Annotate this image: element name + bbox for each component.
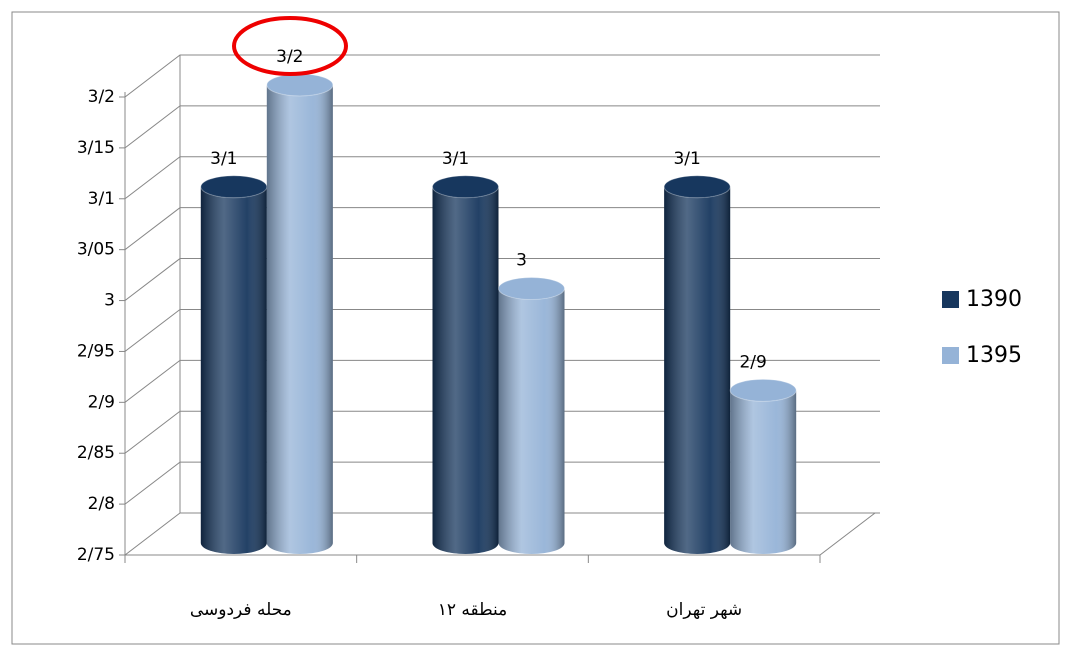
y-tick-label: 2/75 (77, 545, 115, 565)
bar-shade (266, 85, 333, 554)
x-tick-label: منطقه ۱۲ (438, 600, 508, 620)
data-label: 3/1 (442, 149, 469, 169)
y-tick-label: 3/1 (88, 189, 115, 209)
bar-shade (664, 186, 731, 554)
data-label: 3/2 (276, 47, 303, 67)
grid-line (124, 308, 880, 352)
bar-top (729, 378, 797, 402)
y-tick-label: 2/9 (88, 392, 115, 412)
x-tick-label: شهر تهران (666, 600, 742, 620)
y-tick-label: 3 (104, 291, 115, 311)
bar-shade (498, 288, 565, 554)
highlight-circle (232, 16, 348, 76)
bar-top (498, 277, 565, 301)
bar-shade (200, 186, 267, 554)
bar-shade (432, 186, 499, 554)
y-tick-label: 3/2 (88, 87, 115, 107)
data-label: 3/1 (673, 149, 700, 169)
data-label: 3/1 (210, 149, 237, 169)
y-tick-label: 2/8 (88, 494, 115, 514)
data-label: 2/9 (739, 352, 766, 372)
grid-line (124, 207, 880, 251)
x-tick-label: محله فردوسی (190, 600, 292, 620)
grid-line (124, 359, 880, 403)
legend-label: 1395 (966, 343, 1022, 368)
y-tick-label: 3/15 (77, 138, 115, 158)
legend-label: 1390 (966, 287, 1022, 312)
bar-top (200, 175, 268, 199)
grid-line (124, 258, 880, 301)
bar-top (266, 73, 334, 97)
bar-shade (730, 390, 797, 554)
legend-swatch (942, 347, 959, 364)
grid-line (124, 105, 880, 149)
y-tick-label: 2/95 (77, 341, 115, 361)
grid-line (124, 410, 880, 454)
data-label: 3 (516, 251, 527, 271)
bar-top (432, 175, 499, 199)
y-tick-label: 3/05 (77, 240, 115, 260)
grid-line (124, 156, 880, 200)
grid-line (124, 461, 880, 505)
y-tick-label: 2/85 (77, 443, 115, 463)
grid-line (124, 54, 880, 98)
grid-line (124, 512, 880, 556)
legend-swatch (942, 291, 959, 308)
bar-top (663, 175, 731, 199)
